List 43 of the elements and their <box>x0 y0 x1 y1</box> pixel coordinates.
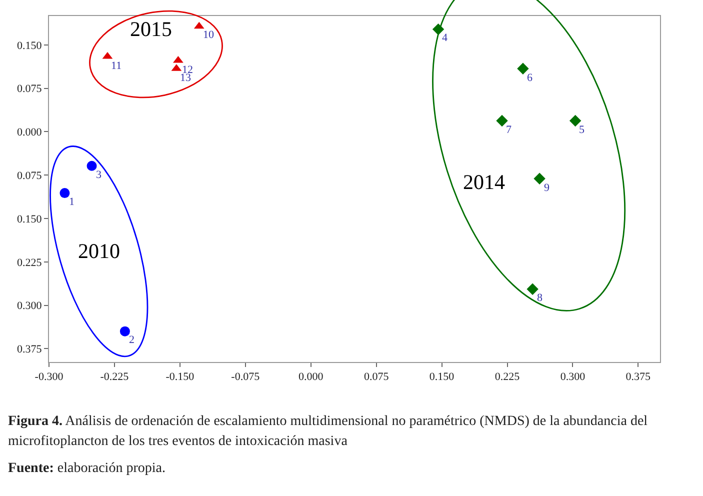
point <box>86 160 97 171</box>
y-tick-label: 0.150 <box>17 40 42 52</box>
annotation: 2 <box>129 334 134 346</box>
annotation: 13 <box>180 72 192 84</box>
x-tick-label: -0.075 <box>231 371 260 384</box>
y-tick-label: 0.300 <box>17 300 42 312</box>
x-tick-label: -0.150 <box>166 371 195 384</box>
text: 2010 <box>78 239 120 263</box>
annotation: 9 <box>544 182 550 194</box>
point <box>569 114 582 127</box>
x-tick-label: 0.150 <box>429 371 455 384</box>
y-tick-label: 0.375 <box>17 344 42 356</box>
annotation: 7 <box>506 124 512 136</box>
point <box>534 172 546 184</box>
annotation: 5 <box>579 124 585 136</box>
text: Figura 4. Análisis de ordenación de escalamiento multidimensional no paramétrico (NMDS) de la abundancia del microfitoplancton de los tres eventos de intoxicación masiva <box>8 414 648 450</box>
x-tick-label: 0.075 <box>364 371 390 384</box>
y-tick-label: 0.075 <box>17 83 42 96</box>
point <box>120 326 130 336</box>
series-label: 2014 <box>463 170 506 194</box>
annotation: 1 <box>69 196 74 208</box>
y-tick-label: 0.075 <box>17 170 42 182</box>
annotation: 4 <box>442 32 448 44</box>
annotation: 8 <box>537 292 543 304</box>
annotation: 6 <box>527 72 533 84</box>
point <box>517 62 529 74</box>
x-tick-label: 0.375 <box>626 371 652 384</box>
y-tick-label: 0.000 <box>17 126 42 139</box>
y-tick-label: 0.225 <box>17 256 42 269</box>
annotation: 3 <box>96 169 102 181</box>
source-note: Fuente: elaboración propia. <box>8 460 166 476</box>
series-label: 2015 <box>130 17 172 41</box>
annotation: 10 <box>203 29 214 41</box>
y-tick-label: 0.150 <box>17 213 42 226</box>
x-tick-label: -0.225 <box>100 371 130 384</box>
point <box>60 188 70 198</box>
annotation: 11 <box>111 60 122 72</box>
x-tick-label: 0.300 <box>560 371 586 384</box>
x-tick-label: 0.000 <box>298 371 324 384</box>
x-tick-label: 0.225 <box>494 371 520 384</box>
point <box>526 283 538 295</box>
x-tick-label: -0.300 <box>34 371 64 384</box>
point <box>496 114 508 127</box>
